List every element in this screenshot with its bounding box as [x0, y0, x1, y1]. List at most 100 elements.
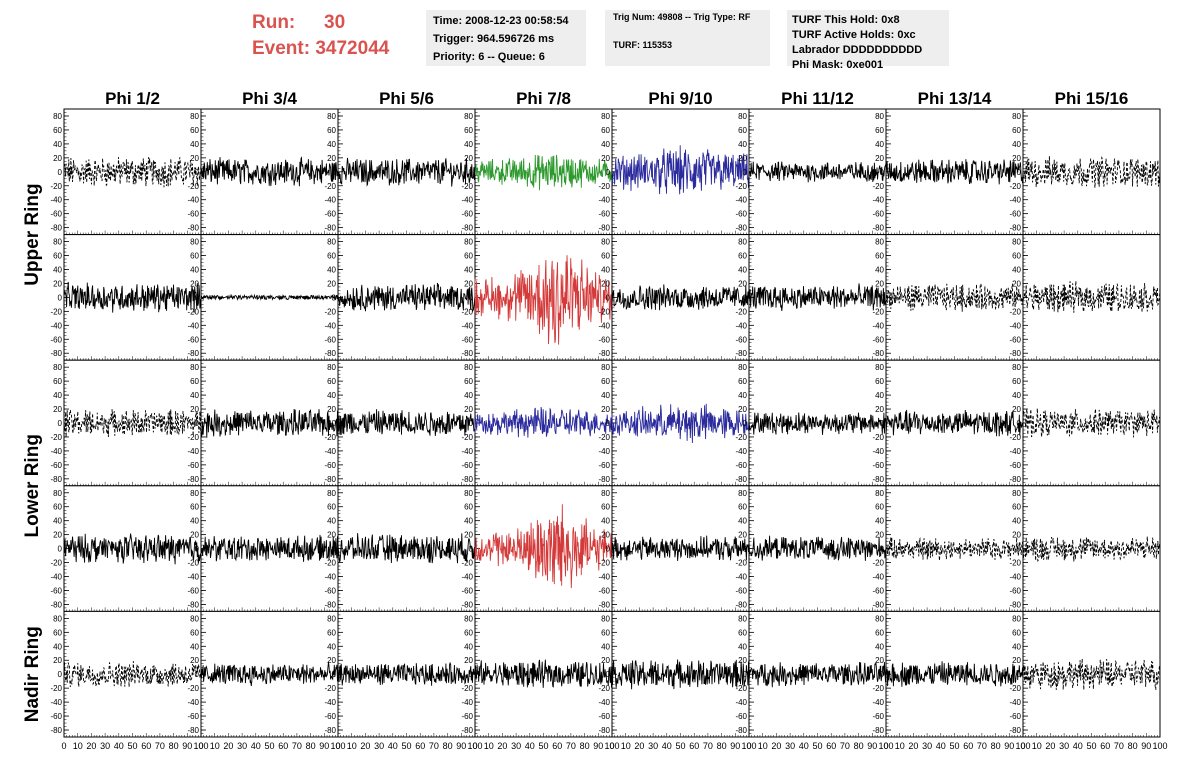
y-tick-label: -20: [187, 182, 199, 191]
waveform-trace: [200, 156, 339, 187]
x-tick-label: 40: [662, 741, 672, 751]
y-tick-label: -20: [1009, 433, 1021, 442]
y-tick-label: 60: [1012, 252, 1021, 261]
waveform-panel: 80 60 40 20 0 -20 -40 -60 -80: [1009, 108, 1161, 236]
y-tick-label: 40: [1012, 265, 1021, 274]
x-tick-label: 70: [292, 741, 302, 751]
y-tick-label: -60: [735, 210, 747, 219]
y-tick-label: 20: [738, 656, 747, 665]
y-tick-label: -80: [872, 224, 884, 233]
x-tick-label: 40: [799, 741, 809, 751]
y-tick-label: 40: [875, 517, 884, 526]
y-tick-label: 0: [606, 168, 611, 177]
x-tick-label: 20: [360, 741, 370, 751]
y-tick-label: 0: [58, 419, 63, 428]
y-tick-label: 40: [464, 391, 473, 400]
y-tick-label: -40: [187, 698, 199, 707]
x-tick-label: 30: [922, 741, 932, 751]
y-tick-label: 60: [190, 252, 199, 261]
y-tick-label: 40: [464, 140, 473, 149]
x-tick-label: 0: [1020, 741, 1025, 751]
y-tick-label: -40: [50, 196, 62, 205]
x-tick-label: 90: [867, 741, 877, 751]
y-tick-label: 20: [738, 531, 747, 540]
x-tick-label: 30: [1059, 741, 1069, 751]
y-tick-label: 0: [195, 168, 200, 177]
column-header: Phi 7/8: [516, 89, 571, 108]
y-tick-label: -80: [1009, 349, 1021, 358]
y-tick-label: -20: [735, 182, 747, 191]
waveform-panel: 80 60 40 20 0 -20 -40 -60 -80: [598, 108, 750, 236]
y-tick-label: 0: [743, 168, 748, 177]
x-tick-label: 60: [415, 741, 425, 751]
y-tick-label: -40: [324, 447, 336, 456]
y-tick-label: -80: [735, 475, 747, 484]
y-tick-label: -60: [872, 335, 884, 344]
x-tick-label: 30: [785, 741, 795, 751]
y-tick-label: -20: [50, 307, 62, 316]
y-tick-label: 60: [464, 628, 473, 637]
y-tick-label: 20: [53, 405, 62, 414]
y-tick-label: 60: [875, 377, 884, 386]
y-tick-label: 60: [53, 628, 62, 637]
event-value: 3472044: [315, 38, 390, 59]
y-tick-label: 60: [464, 126, 473, 135]
y-tick-label: -20: [461, 182, 473, 191]
y-tick-label: -20: [598, 182, 610, 191]
waveform-panel: 80 60 40 20 0 -20 -40 -60 -80: [50, 610, 202, 738]
y-tick-label: 40: [1012, 517, 1021, 526]
x-tick-label: 90: [593, 741, 603, 751]
waveform-trace: [63, 281, 202, 313]
y-tick-label: 40: [738, 265, 747, 274]
y-tick-label: 80: [464, 112, 473, 121]
y-tick-label: -80: [1009, 224, 1021, 233]
x-tick-label: 30: [511, 741, 521, 751]
y-tick-label: -40: [872, 698, 884, 707]
y-tick-label: 40: [53, 140, 62, 149]
waveform-trace: [885, 281, 1024, 312]
y-tick-label: 80: [190, 489, 199, 498]
y-tick-label: -80: [50, 726, 62, 735]
y-tick-label: -20: [187, 307, 199, 316]
y-tick-label: 80: [190, 112, 199, 121]
y-tick-label: -40: [461, 698, 473, 707]
waveform-panel: 80 60 40 20 0 -20 -40 -60 -80: [50, 108, 202, 236]
y-tick-label: -20: [461, 307, 473, 316]
y-tick-label: -40: [461, 321, 473, 330]
y-tick-label: -60: [461, 461, 473, 470]
x-tick-label: 30: [374, 741, 384, 751]
y-tick-label: 20: [190, 405, 199, 414]
waveform-panel: 80 60 40 20 0 -20 -40 -60 -80: [735, 485, 887, 612]
waveform-trace: [1022, 155, 1161, 188]
y-tick-label: 20: [738, 405, 747, 414]
y-tick-label: 40: [738, 391, 747, 400]
waveform-panel: 80 60 40 20 0 -20 -40 -60 -80: [735, 359, 887, 487]
y-tick-label: -80: [50, 475, 62, 484]
waveform-panel: 80 60 40 20 0 -20 -40 -60 -80: [735, 108, 887, 236]
x-tick-label: 0: [609, 741, 614, 751]
y-tick-label: -80: [187, 349, 199, 358]
y-tick-label: 0: [195, 545, 200, 554]
y-tick-label: 40: [190, 265, 199, 274]
x-tick-label: 70: [429, 741, 439, 751]
y-tick-label: -20: [598, 433, 610, 442]
y-tick-label: 80: [601, 489, 610, 498]
y-tick-label: -20: [872, 433, 884, 442]
y-tick-label: 60: [190, 377, 199, 386]
y-tick-label: 80: [1012, 238, 1021, 247]
y-tick-label: -40: [50, 447, 62, 456]
y-tick-label: 80: [1012, 489, 1021, 498]
y-tick-label: 40: [875, 642, 884, 651]
y-tick-label: 0: [332, 293, 337, 302]
y-tick-label: -60: [187, 461, 199, 470]
y-tick-label: 20: [875, 656, 884, 665]
y-tick-label: -60: [324, 461, 336, 470]
panel-frame: [1022, 234, 1161, 361]
y-tick-label: 60: [875, 252, 884, 261]
waveform-trace: [200, 662, 339, 687]
y-tick-label: -20: [598, 559, 610, 568]
y-tick-label: -20: [461, 684, 473, 693]
y-tick-label: 0: [1017, 168, 1022, 177]
y-tick-label: 60: [464, 252, 473, 261]
y-tick-label: -40: [50, 573, 62, 582]
